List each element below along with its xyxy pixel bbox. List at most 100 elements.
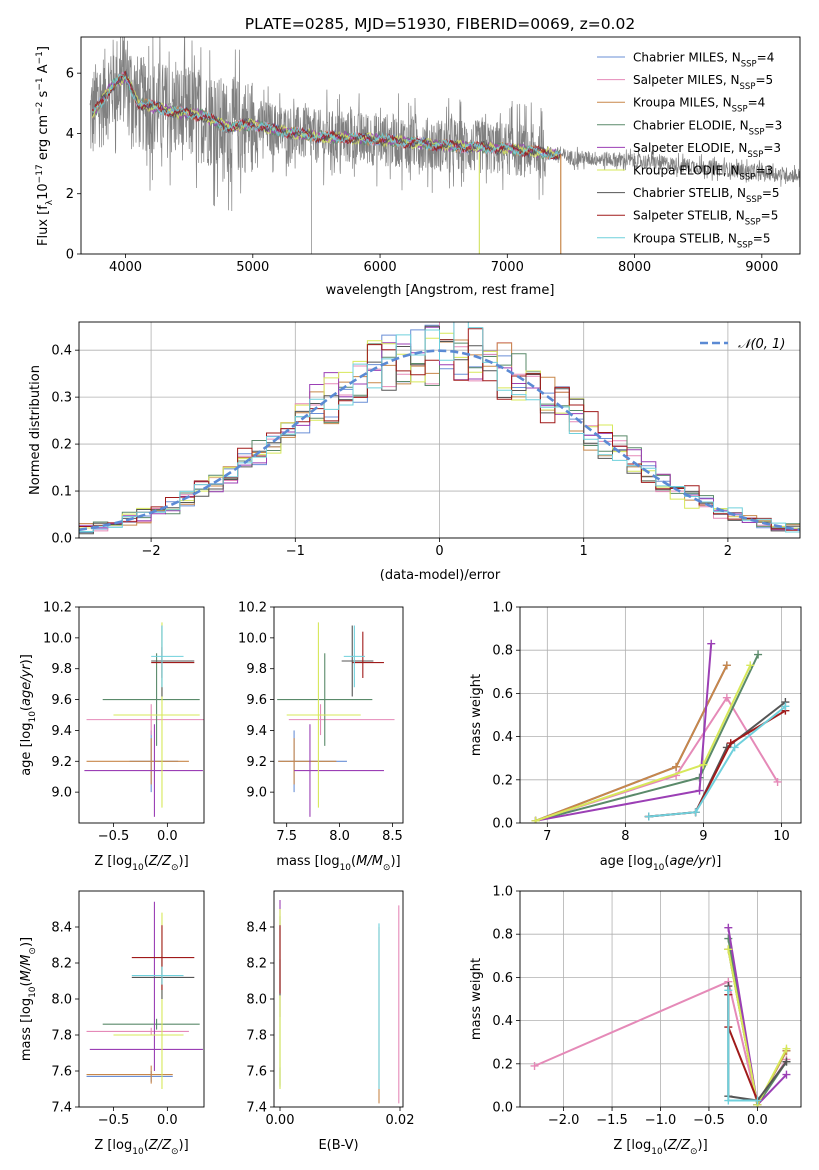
- x-tick-label: 0.0: [157, 829, 178, 844]
- y-axis-label: mass weight: [469, 958, 484, 1040]
- legend-spectrum: Chabrier MILES, NSSP=4 Salpeter MILES, NS…: [597, 51, 782, 250]
- axes-frame: [519, 606, 802, 824]
- point-marker: [726, 739, 735, 748]
- x-tick-label: 9: [699, 829, 707, 844]
- x-tick-label: 6000: [364, 260, 397, 275]
- plot-area: [84, 622, 204, 817]
- x-tick-label: −1.0: [645, 1113, 677, 1128]
- x-tick-label: −2.0: [548, 1113, 580, 1128]
- y-tick-label: 9.2: [246, 755, 267, 770]
- y-tick-label: 0.2: [51, 438, 72, 453]
- y-tick-label: 8.0: [246, 993, 267, 1008]
- y-tick-label: 7.4: [246, 1101, 267, 1116]
- gaussian-curve: [79, 349, 800, 532]
- y-tick-label: 7.4: [51, 1101, 72, 1116]
- plot-area: [279, 900, 400, 1104]
- y-tick-label: 0.0: [492, 1101, 513, 1116]
- legend-label: 𝒩(0, 1): [738, 337, 785, 352]
- point-marker: [746, 661, 755, 670]
- series-line: [535, 664, 752, 822]
- series-line: [535, 695, 779, 822]
- legend-label: Chabrier MILES, NSSP=4: [633, 51, 774, 70]
- y-tick-label: 0.2: [492, 1057, 513, 1072]
- x-tick-label: −0.5: [98, 829, 130, 844]
- point-marker: [695, 786, 704, 795]
- spectrum-axes: 4000 5000 6000 7000 8000 9000 0 2 4 6: [66, 36, 801, 275]
- y-tick-label: 8.2: [246, 957, 267, 972]
- axes-frame: [273, 606, 404, 824]
- series-line: [535, 643, 713, 822]
- x-axis-label: wavelength [Angstrom, rest frame]: [326, 283, 555, 298]
- y-tick-label: 10.2: [238, 601, 267, 616]
- x-tick-label: 8.5: [382, 829, 403, 844]
- y-tick-label: 0.0: [51, 532, 72, 547]
- model-spectrum: [92, 73, 561, 161]
- x-tick-label: 7.5: [276, 829, 297, 844]
- data-spectrum: [89, 37, 800, 212]
- plot-area: [79, 322, 800, 538]
- y-tick-label: 8.0: [51, 993, 72, 1008]
- point-marker: [782, 1070, 791, 1079]
- axes-frame: [273, 890, 404, 1108]
- x-tick-label: 2: [724, 544, 732, 559]
- y-tick-label: 8.2: [51, 957, 72, 972]
- x-tick-label: 1: [580, 544, 588, 559]
- y-tick-label: 6: [66, 67, 74, 82]
- series-line: [648, 709, 786, 818]
- plot-area: [277, 622, 395, 817]
- point-marker: [753, 1096, 762, 1105]
- x-tick-label: 8000: [618, 260, 651, 275]
- point-marker: [781, 702, 790, 711]
- point-marker: [699, 760, 708, 769]
- histogram-step: [79, 322, 800, 533]
- y-tick-label: 9.8: [246, 662, 267, 677]
- x-axis-label: Z [log10(Z/Z⊙)]: [94, 1138, 188, 1157]
- point-marker: [773, 777, 782, 786]
- x-tick-label: 4000: [109, 260, 142, 275]
- x-tick-label: 5000: [236, 260, 269, 275]
- series-line: [648, 705, 787, 818]
- y-tick-label: 0.6: [492, 971, 513, 986]
- legend-label: Salpeter ELODIE, NSSP=3: [633, 141, 781, 160]
- y-tick-label: 10.0: [238, 631, 267, 646]
- legend-label: Kroupa ELODIE, NSSP=3: [633, 164, 773, 183]
- x-tick-label: 8.0: [329, 829, 350, 844]
- y-tick-label: 9.6: [51, 693, 72, 708]
- x-tick-label: 0.0: [157, 1113, 178, 1128]
- y-axis-label: mass [log10(M/M⊙)]: [19, 937, 38, 1061]
- mass-ebv-axes: 0.00 0.02 7.4 7.6 7.8 8.0 8.2 8.4: [246, 890, 415, 1128]
- weight-z-axes: −2.0 −1.5 −1.0 −0.5 0.0 0.0 0.2 0.4 0.6 0.8 1.0: [492, 885, 802, 1128]
- point-marker: [724, 945, 733, 954]
- x-axis-label: mass [log10(M/M⊙)]: [276, 854, 400, 873]
- y-tick-label: 0.3: [51, 391, 72, 406]
- axes-frame: [78, 321, 801, 539]
- figure-title: PLATE=0285, MJD=51930, FIBERID=0069, z=0…: [245, 15, 635, 33]
- plot-area: [520, 891, 801, 1107]
- series-line: [535, 654, 760, 822]
- y-tick-label: 8.4: [51, 921, 72, 936]
- y-tick-label: 4: [66, 127, 74, 142]
- y-tick-label: 9.4: [246, 724, 267, 739]
- x-axis-label: age [log10(age/yr)]: [600, 854, 722, 873]
- y-tick-label: 0.8: [492, 644, 513, 659]
- y-tick-label: 10.2: [43, 601, 72, 616]
- legend-label: Kroupa STELIB, NSSP=5: [633, 231, 771, 250]
- y-tick-label: 0.0: [492, 817, 513, 832]
- x-tick-label: −2: [142, 544, 161, 559]
- point-marker: [691, 808, 700, 817]
- x-tick-label: 0.02: [386, 1113, 415, 1128]
- axes-frame: [519, 890, 802, 1108]
- y-tick-label: 7.8: [246, 1029, 267, 1044]
- x-tick-label: 7: [543, 829, 551, 844]
- x-axis-label: Z [log10(Z/Z⊙)]: [94, 854, 188, 873]
- y-tick-label: 9.6: [246, 693, 267, 708]
- y-tick-label: 7.6: [51, 1065, 72, 1080]
- x-tick-label: 0.0: [747, 1113, 768, 1128]
- y-tick-label: 2: [66, 187, 74, 202]
- y-tick-label: 7.6: [246, 1065, 267, 1080]
- age-z-axes: −0.5 0.0 9.0 9.2 9.4 9.6 9.8 10.0 10.2: [43, 601, 205, 844]
- mass-z-axes: −0.5 0.0 7.4 7.6 7.8 8.0 8.2 8.4: [51, 890, 205, 1128]
- axes-frame: [80, 36, 801, 255]
- x-tick-label: 9000: [745, 260, 778, 275]
- y-tick-label: 9.8: [51, 662, 72, 677]
